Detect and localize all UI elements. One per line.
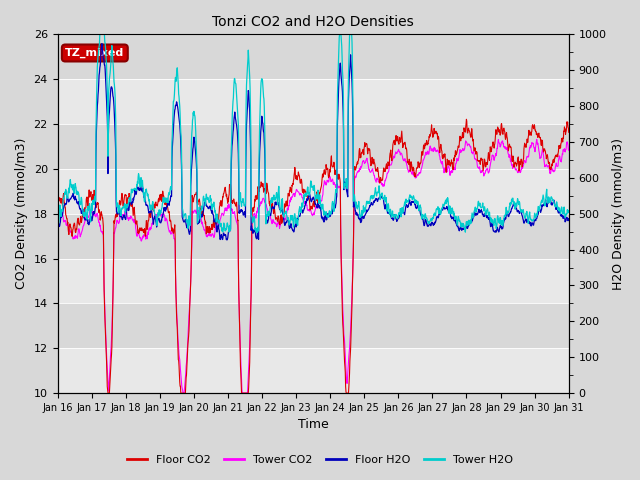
Title: Tonzi CO2 and H2O Densities: Tonzi CO2 and H2O Densities [212,15,414,29]
Bar [58,348,569,393]
Legend: Floor CO2, Tower CO2, Floor H2O, Tower H2O: Floor CO2, Tower CO2, Floor H2O, Tower H… [123,451,517,469]
Bar [58,79,569,124]
Bar [58,259,569,303]
Y-axis label: H2O Density (mmol/m3): H2O Density (mmol/m3) [612,138,625,290]
Text: TZ_mixed: TZ_mixed [65,48,124,58]
Y-axis label: CO2 Density (mmol/m3): CO2 Density (mmol/m3) [15,138,28,289]
X-axis label: Time: Time [298,419,328,432]
Bar [58,169,569,214]
